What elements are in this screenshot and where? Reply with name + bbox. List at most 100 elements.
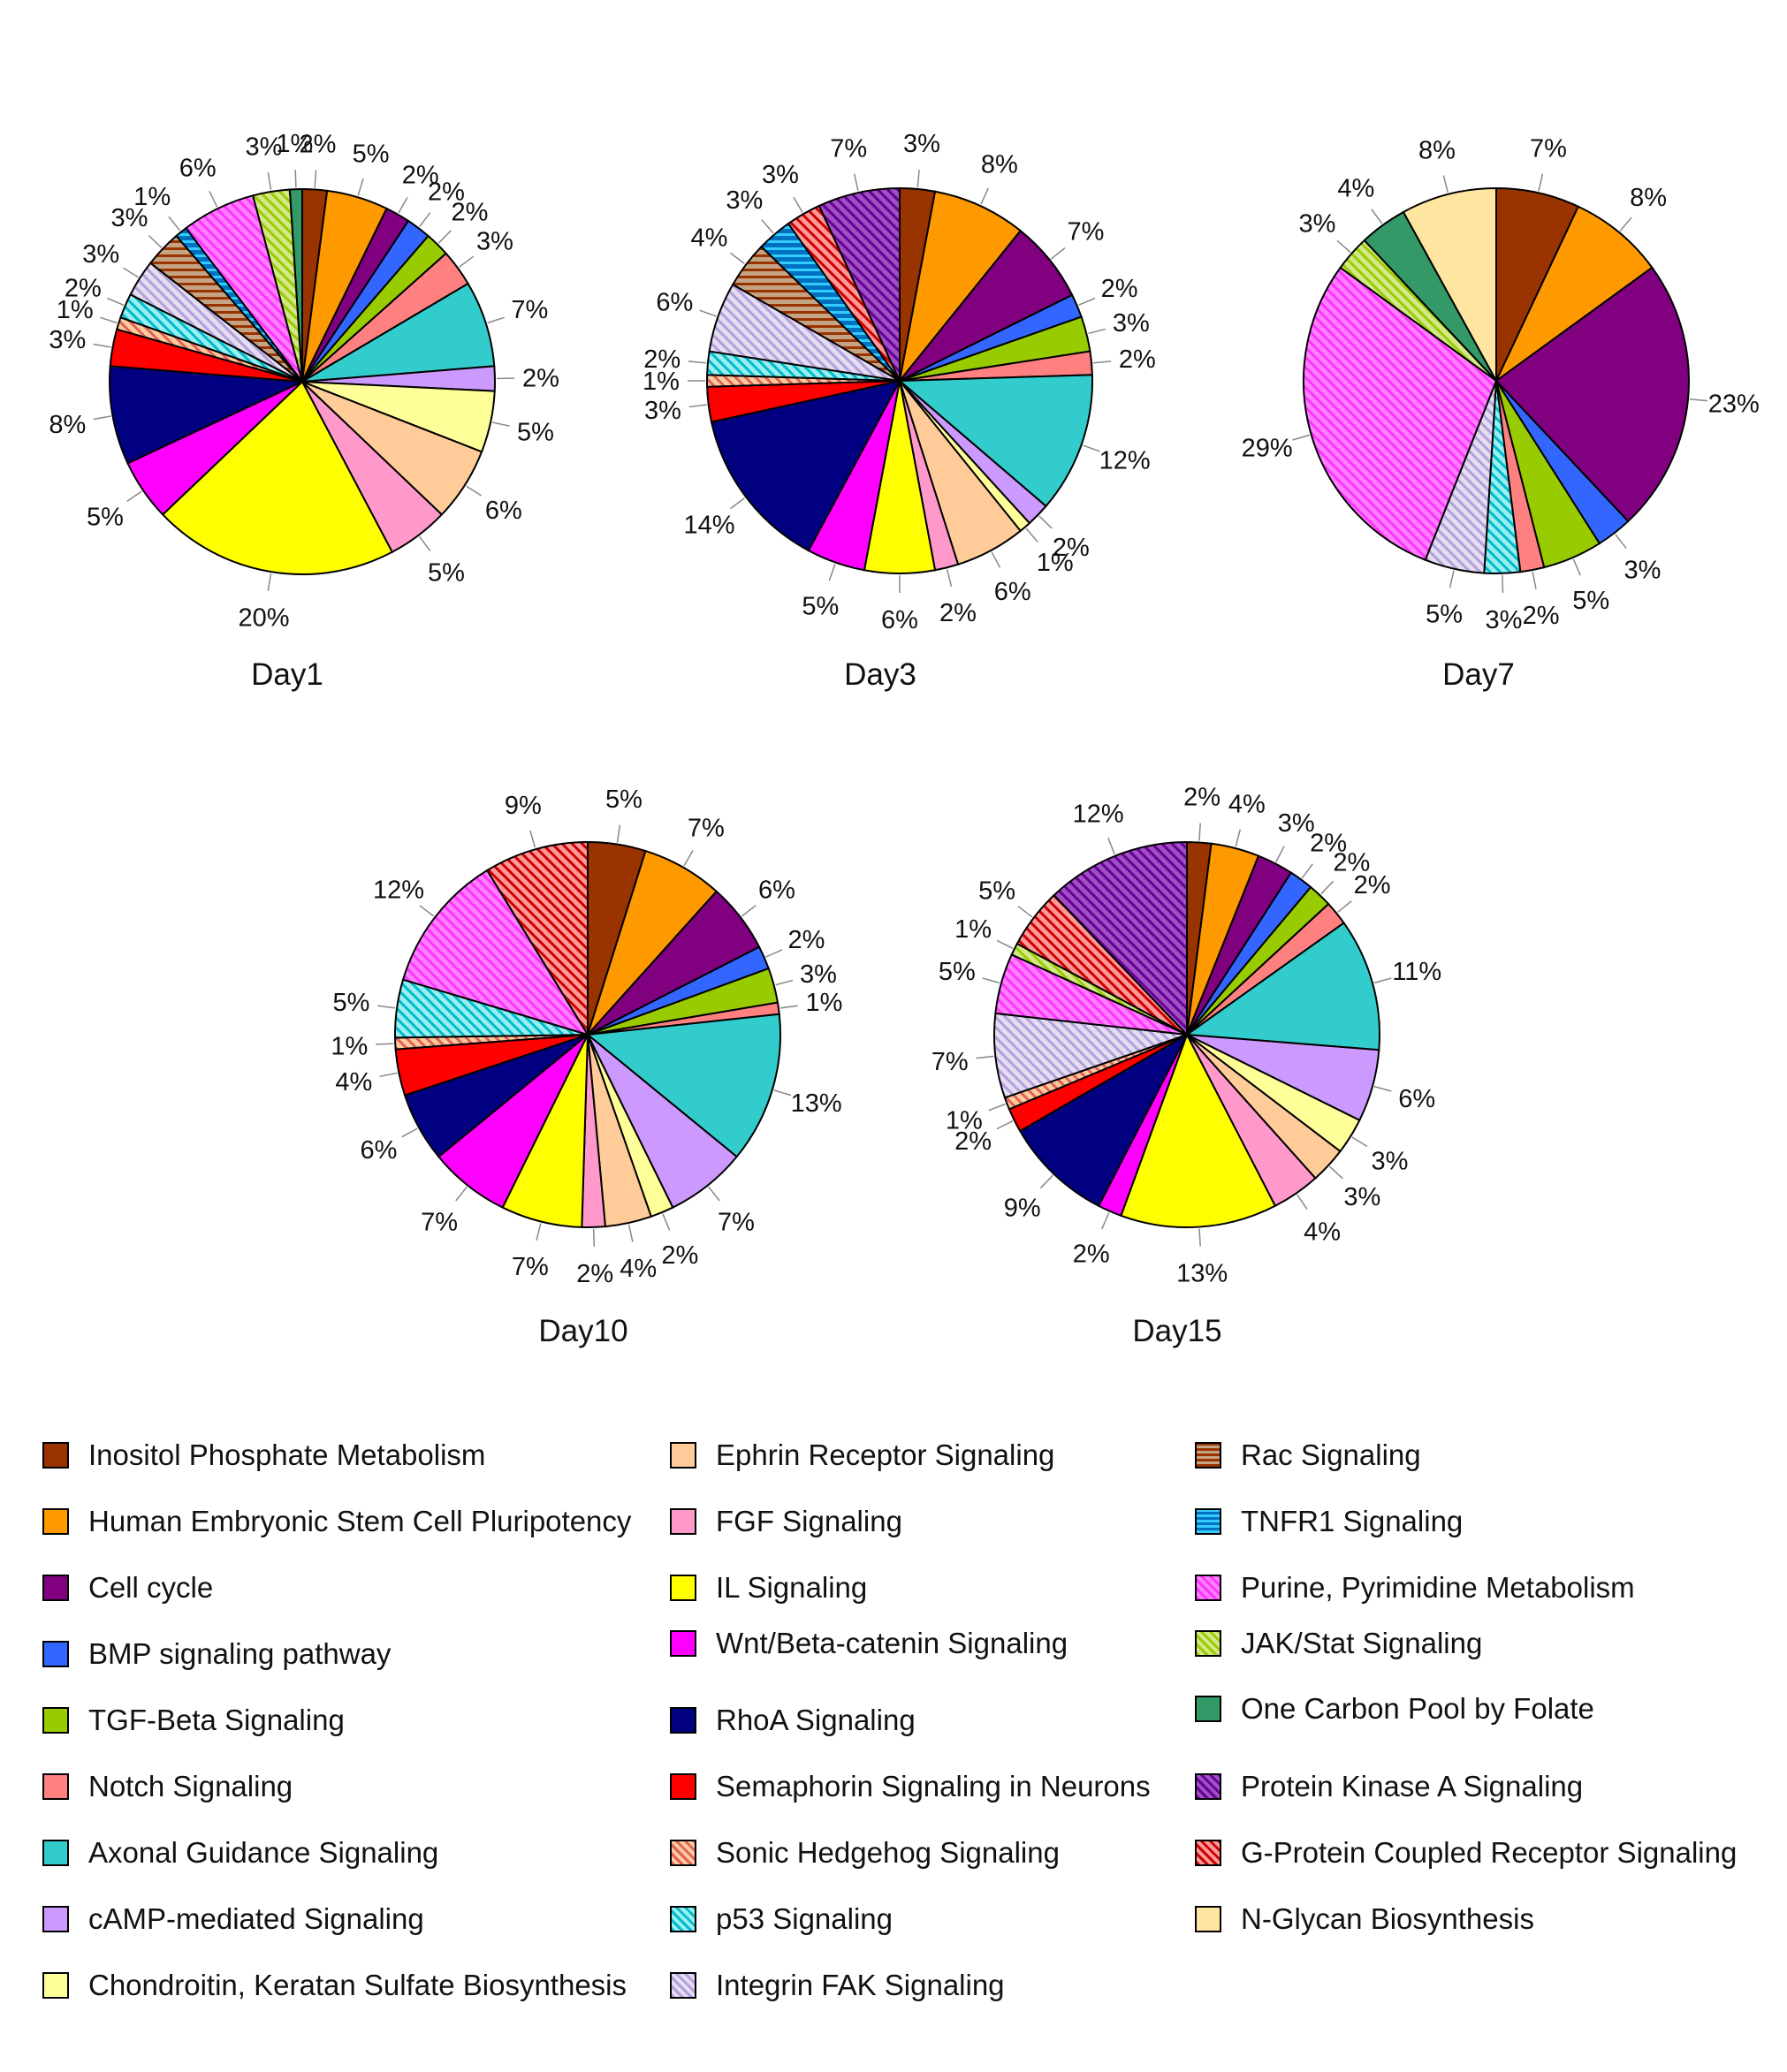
pie-percent-label: 12% [373,876,424,904]
legend-swatch [42,1706,69,1734]
legend-item-gpcr: G-Protein Coupled Receptor Signaling [1195,1838,1737,1867]
leader-line [708,1186,720,1202]
leader-line [398,197,408,214]
legend-label: p53 Signaling [716,1902,893,1935]
legend-item-hesc: Human Embryonic Stem Cell Pluripotency [42,1507,631,1536]
pie-percent-label: 8% [49,411,86,439]
legend-item-rac: Rac Signaling [1195,1440,1421,1469]
pie-percent-label: 3% [762,161,799,189]
legend-label: G-Protein Coupled Receptor Signaling [1241,1836,1738,1869]
leader-line [1320,880,1335,895]
leader-line [1292,434,1310,441]
pie-percent-label: 2% [428,178,465,207]
leader-line [996,939,1014,949]
pie-percent-label: 11% [1392,958,1441,986]
legend-item-axonal: Axonal Guidance Signaling [42,1838,438,1867]
leader-line [419,535,431,551]
legend-label: FGF Signaling [716,1505,902,1537]
leader-line [946,569,953,587]
legend-label: Axonal Guidance Signaling [88,1836,439,1869]
legend-item-inositol: Inositol Phosphate Metabolism [42,1440,485,1469]
legend-item-rhoa: RhoA Signaling [670,1705,916,1734]
pie-percent-label: 7% [830,134,867,163]
leader-line [1083,444,1100,452]
pie-chart-day1: 2% 5%2%2%2%3%7%2%5%6%5%20%5%8%3%1%2%3%3%1… [49,130,559,692]
pie-percent-label: 4% [620,1255,657,1283]
pie-percent-label: 5% [802,593,839,621]
pie-percent-label: 2% [65,275,102,303]
pie-percent-label: 5% [428,558,465,587]
pie-percent-label: 6% [1398,1085,1435,1113]
pie-chart-day3: 3%8%7%2%3%2%12%2%1%6%2%6%5%14%3%1%2%6%4%… [643,130,1156,692]
leader-line [1198,1228,1201,1247]
legend-item-purine: Purine, Pyrimidine Metabolism [1195,1573,1635,1602]
legend-item-semaphorin: Semaphorin Signaling in Neurons [670,1772,1151,1801]
leader-line [487,316,505,324]
pie-chart-day7: 7%8%23%3%5%2%3%5%29%3%4%8%Day7 [1242,135,1760,693]
leader-line [775,979,794,986]
leader-line [1689,398,1707,402]
legend-swatch [1195,1905,1221,1932]
leader-line [980,187,989,205]
legend-swatch [670,1971,696,1999]
pie-percent-label: 3% [1278,809,1315,838]
pie-percent-label: 2% [787,926,825,954]
pie-percent-label: 1% [1037,549,1074,577]
legend-label: One Carbon Pool by Folate [1241,1692,1594,1725]
leader-line [491,421,510,427]
leader-line [1093,361,1112,364]
legend-item-shh: Sonic Hedgehog Signaling [670,1838,1060,1867]
leader-line [1235,829,1242,847]
pie-slice-axonal [585,1013,782,1158]
pie-slice-onecarbon [288,187,303,383]
legend-item-wnt: Wnt/Beta-catenin Signaling [670,1628,1068,1658]
leader-line [730,497,745,510]
legend-swatch [42,1905,69,1932]
pie-percent-label: 2% [451,199,488,227]
leader-line [1449,570,1455,588]
leader-line [976,1055,994,1059]
leader-line [688,361,706,364]
leader-line [761,219,774,234]
pie-percent-label: 3% [476,228,513,256]
pie-percent-label: 5% [605,786,643,814]
leader-line [1337,900,1352,913]
leader-line [1373,977,1392,984]
pie-percent-label: 7% [688,815,725,843]
legend-label: Cell cycle [88,1571,214,1604]
legend-swatch [1195,1574,1221,1601]
pie-slice-pka [817,186,901,382]
legend-label: Ephrin Receptor Signaling [716,1438,1055,1471]
legend-swatch [670,1839,696,1866]
pie-percent-label: 12% [1073,800,1124,828]
legend-label: Purine, Pyrimidine Metabolism [1241,1571,1635,1604]
leader-line [1351,1136,1368,1148]
legend-swatch [1195,1695,1221,1722]
legend-label: BMP signaling pathway [88,1637,392,1670]
pie-chart-day10: 5%7%6%2%3%1%13%7%2%4%2%7%7%6%4%1%5%12%9%… [331,786,842,1348]
pie-percent-label: 2% [1523,602,1560,630]
pie-percent-label: 5% [1426,601,1463,629]
pie-percent-label: 23% [1708,390,1760,418]
pie-percent-label: 3% [1371,1147,1408,1175]
pie-percent-label: 5% [517,418,554,446]
leader-line [100,316,118,324]
legend-label: IL Signaling [716,1571,868,1604]
pie-percent-label: 4% [1304,1218,1341,1246]
legend-item-p53: p53 Signaling [670,1904,893,1933]
pie-percent-label: 14% [683,512,734,540]
leader-line [379,1072,398,1078]
legend-swatch [42,1640,69,1667]
leader-line [773,1089,792,1097]
leader-line [267,573,272,592]
leader-line [662,1213,671,1231]
leader-line [536,1223,542,1241]
pie-percent-label: 6% [881,606,918,634]
pie-slice-il [1120,1032,1277,1228]
leader-line [1198,823,1201,841]
pie-percent-label: 3% [800,960,837,989]
legend-label: JAK/Stat Signaling [1241,1627,1483,1659]
leader-line [209,190,218,208]
pie-percent-label: 2% [1333,849,1370,877]
legend-swatch [1195,1507,1221,1535]
